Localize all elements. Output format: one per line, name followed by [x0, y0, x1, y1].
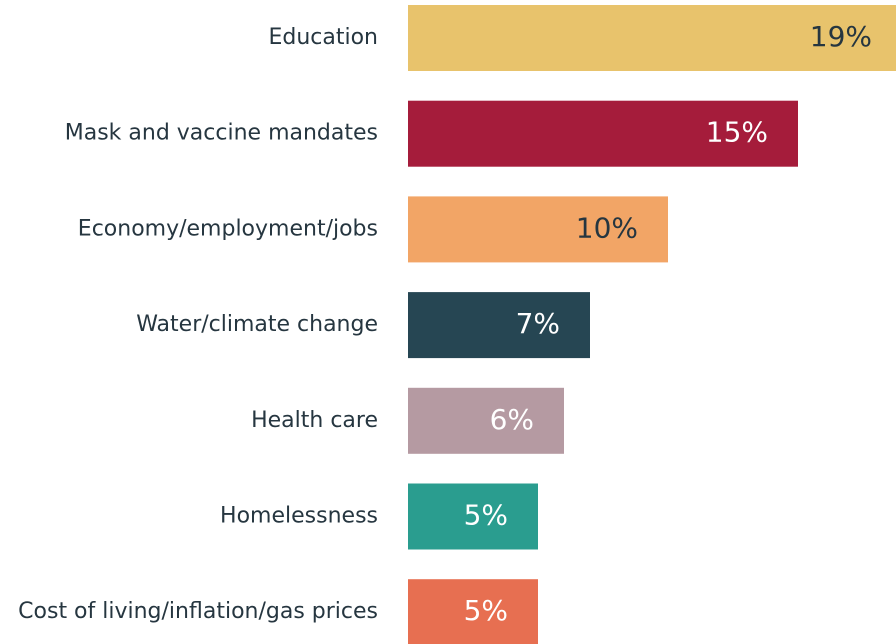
category-label: Homelessness: [220, 504, 378, 529]
category-label: Education: [268, 25, 378, 50]
category-label: Cost of living/inflation/gas prices: [18, 599, 378, 624]
bar: [408, 5, 896, 71]
category-label: Health care: [251, 408, 378, 433]
category-label: Economy/employment/jobs: [78, 216, 378, 241]
value-label: 5%: [464, 594, 508, 627]
bar: [408, 196, 668, 263]
value-label: 19%: [810, 20, 872, 53]
value-label: 6%: [490, 403, 534, 436]
bar: [408, 483, 538, 550]
value-label: 7%: [516, 307, 560, 340]
bar: [408, 292, 590, 359]
category-label: Mask and vaccine mandates: [65, 121, 378, 146]
category-label: Water/climate change: [136, 312, 378, 337]
value-label: 10%: [576, 211, 638, 244]
bar: [408, 387, 564, 454]
bar: [408, 100, 798, 167]
bar: [408, 579, 538, 644]
value-label: 5%: [464, 499, 508, 532]
value-label: 15%: [706, 116, 768, 149]
